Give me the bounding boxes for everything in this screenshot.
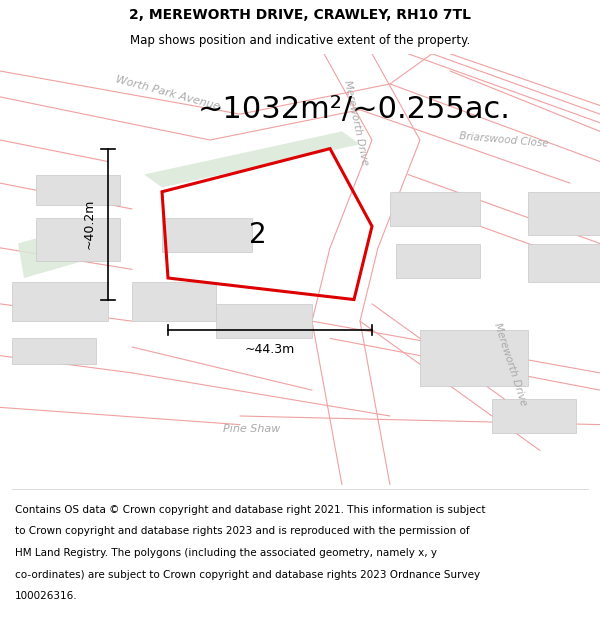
Text: Worth Park Avenue: Worth Park Avenue [115, 74, 221, 111]
Polygon shape [36, 174, 120, 205]
Text: to Crown copyright and database rights 2023 and is reproduced with the permissio: to Crown copyright and database rights 2… [15, 526, 470, 536]
Polygon shape [144, 131, 360, 188]
Text: Mereworth Drive: Mereworth Drive [492, 321, 528, 407]
Polygon shape [396, 244, 480, 278]
Text: Map shows position and indicative extent of the property.: Map shows position and indicative extent… [130, 34, 470, 47]
Polygon shape [12, 282, 108, 321]
Polygon shape [12, 338, 96, 364]
Polygon shape [132, 282, 216, 321]
Text: 2, MEREWORTH DRIVE, CRAWLEY, RH10 7TL: 2, MEREWORTH DRIVE, CRAWLEY, RH10 7TL [129, 8, 471, 21]
Polygon shape [420, 330, 528, 386]
Text: Contains OS data © Crown copyright and database right 2021. This information is : Contains OS data © Crown copyright and d… [15, 504, 485, 514]
Text: 100026316.: 100026316. [15, 591, 77, 601]
Polygon shape [18, 226, 84, 278]
Polygon shape [528, 192, 600, 235]
Polygon shape [492, 399, 576, 433]
Text: Pine Shaw: Pine Shaw [223, 424, 281, 434]
Text: ~40.2m: ~40.2m [83, 199, 96, 249]
Text: ~1032m²/~0.255ac.: ~1032m²/~0.255ac. [198, 95, 511, 124]
Text: Briarswood Close: Briarswood Close [459, 131, 549, 149]
Text: co-ordinates) are subject to Crown copyright and database rights 2023 Ordnance S: co-ordinates) are subject to Crown copyr… [15, 570, 480, 580]
Polygon shape [528, 244, 600, 282]
Polygon shape [216, 304, 312, 338]
Text: HM Land Registry. The polygons (including the associated geometry, namely x, y: HM Land Registry. The polygons (includin… [15, 548, 437, 558]
Polygon shape [36, 217, 120, 261]
Polygon shape [390, 192, 480, 226]
Text: ~44.3m: ~44.3m [245, 342, 295, 356]
Text: 2: 2 [249, 221, 267, 249]
Text: Mereworth Drive: Mereworth Drive [342, 79, 370, 166]
Polygon shape [162, 217, 252, 252]
